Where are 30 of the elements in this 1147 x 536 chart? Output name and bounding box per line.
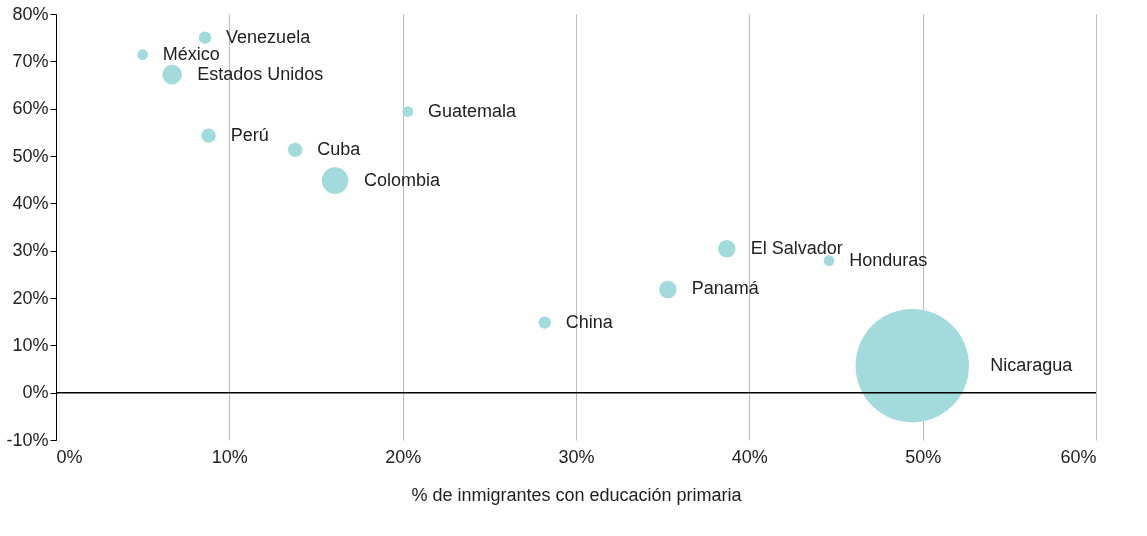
series-label: China [565,311,614,332]
series-label: Colombia [364,169,442,190]
y-tick-label: 20% [12,287,49,308]
y-tick-label: 60% [12,98,49,119]
series-label: Panamá [691,278,760,299]
x-tick-label: 20% [385,446,422,467]
y-tick-label: 10% [12,334,49,355]
series-label: Guatemala [427,100,517,121]
x-axis-title: % de inmigrantes con educación primaria [411,484,743,505]
y-tick-label: 70% [12,50,49,71]
y-tick-label: 0% [22,382,49,403]
x-tick-label: 30% [558,446,595,467]
x-tick-label: 50% [905,446,942,467]
x-tick-label: 60% [1060,446,1097,467]
y-tick-label: -10% [6,429,49,450]
series-label: Honduras [849,249,928,270]
x-tick-label: 10% [211,446,248,467]
series-label: Nicaragua [990,354,1074,375]
series-label: Estados Unidos [197,63,324,84]
x-tick-label: 0% [56,446,83,467]
series-label: México [162,43,220,64]
y-tick-label: 30% [12,240,49,261]
y-tick-label: 80% [12,3,49,24]
y-tick-label: 50% [12,145,49,166]
series-label: Venezuela [226,26,312,47]
series-label: Cuba [317,138,362,159]
y-tick-label: 40% [12,192,49,213]
series-label: Perú [230,124,269,145]
series-label: El Salvador [750,237,843,258]
x-tick-label: 40% [731,446,768,467]
